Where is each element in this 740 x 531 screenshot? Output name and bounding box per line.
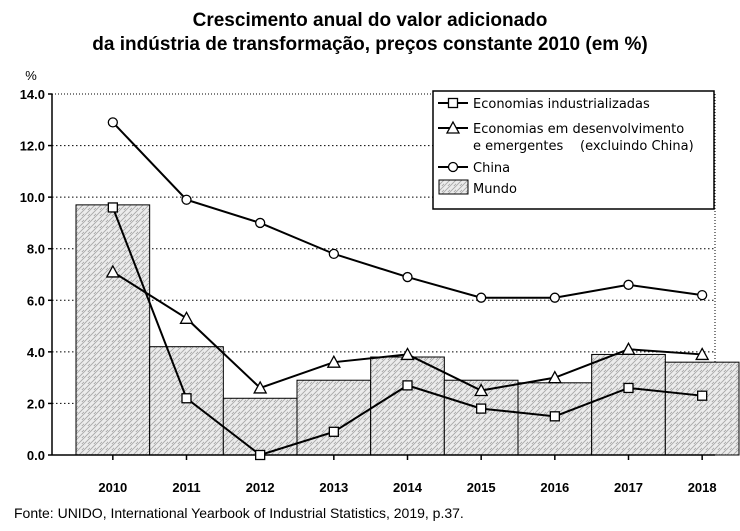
marker-square bbox=[181, 393, 192, 404]
marker-square bbox=[476, 403, 487, 414]
marker-square bbox=[255, 449, 266, 461]
y-tick-label: 6.0 bbox=[27, 293, 45, 308]
marker-circle bbox=[107, 117, 118, 128]
marker-triangle bbox=[474, 383, 489, 397]
bar-mundo bbox=[591, 353, 666, 456]
y-tick-label: 4.0 bbox=[27, 345, 45, 360]
bar-mundo bbox=[664, 361, 740, 456]
legend-square-marker bbox=[447, 97, 459, 109]
marker-circle bbox=[549, 292, 560, 303]
marker-triangle bbox=[326, 354, 341, 368]
legend-label-emergentes-1: Economias em desenvolvimento bbox=[473, 122, 684, 137]
y-tick-label: 2.0 bbox=[27, 396, 45, 411]
x-tick-label: 2016 bbox=[540, 480, 569, 495]
marker-triangle bbox=[105, 264, 120, 278]
marker-triangle bbox=[547, 370, 562, 384]
x-tick-label: 2017 bbox=[614, 480, 643, 495]
marker-square bbox=[623, 382, 634, 394]
y-axis-label: % bbox=[25, 68, 37, 83]
x-tick-label: 2010 bbox=[98, 480, 127, 495]
plot-frame bbox=[51, 93, 716, 456]
legend-label-emergentes-2: e emergentes bbox=[473, 139, 563, 154]
y-tick-label: 12.0 bbox=[20, 139, 45, 154]
marker-square bbox=[697, 390, 708, 401]
bar-mundo bbox=[296, 379, 372, 456]
marker-square bbox=[107, 202, 118, 213]
legend-bar-swatch bbox=[438, 179, 469, 195]
marker-square bbox=[549, 411, 560, 422]
marker-triangle bbox=[400, 347, 415, 361]
marker-square bbox=[402, 380, 413, 391]
legend-box bbox=[432, 90, 715, 210]
bar-mundo bbox=[370, 356, 445, 456]
bar-mundo bbox=[75, 204, 151, 456]
legend-circle-marker bbox=[447, 161, 459, 173]
marker-circle bbox=[181, 194, 192, 205]
chart-title: Crescimento anual do valor adicionado bbox=[192, 10, 548, 31]
marker-circle bbox=[476, 292, 487, 303]
marker-circle bbox=[328, 248, 339, 260]
legend-label-emergentes-3: (excluindo China) bbox=[580, 139, 694, 154]
source-note: Fonte: UNIDO, International Yearbook of … bbox=[14, 505, 464, 521]
y-tick-label: 10.0 bbox=[20, 190, 45, 205]
x-tick-label: 2013 bbox=[319, 480, 348, 495]
chart-subtitle: da indústria de transformação, preços co… bbox=[92, 34, 648, 55]
x-tick-label: 2018 bbox=[688, 480, 717, 495]
marker-triangle bbox=[621, 341, 636, 355]
marker-triangle bbox=[179, 310, 194, 324]
marker-triangle bbox=[695, 347, 710, 361]
y-tick-label: 14.0 bbox=[20, 87, 45, 102]
x-tick-label: 2015 bbox=[467, 480, 496, 495]
x-tick-label: 2014 bbox=[393, 480, 423, 495]
marker-circle bbox=[255, 217, 266, 229]
marker-circle bbox=[623, 279, 634, 290]
x-tick-label: 2012 bbox=[246, 480, 275, 495]
marker-square bbox=[328, 426, 339, 437]
legend-label-china: China bbox=[473, 161, 510, 176]
legend-label-mundo: Mundo bbox=[473, 182, 517, 197]
marker-circle bbox=[697, 289, 708, 301]
x-tick-label: 2011 bbox=[172, 480, 200, 495]
legend-triangle-marker bbox=[445, 120, 461, 134]
y-tick-label: 8.0 bbox=[27, 242, 45, 257]
marker-triangle bbox=[253, 380, 268, 394]
marker-circle bbox=[402, 271, 413, 283]
legend-label-industrializadas: Economias industrializadas bbox=[473, 97, 650, 112]
y-tick-label: 0.0 bbox=[27, 448, 45, 463]
